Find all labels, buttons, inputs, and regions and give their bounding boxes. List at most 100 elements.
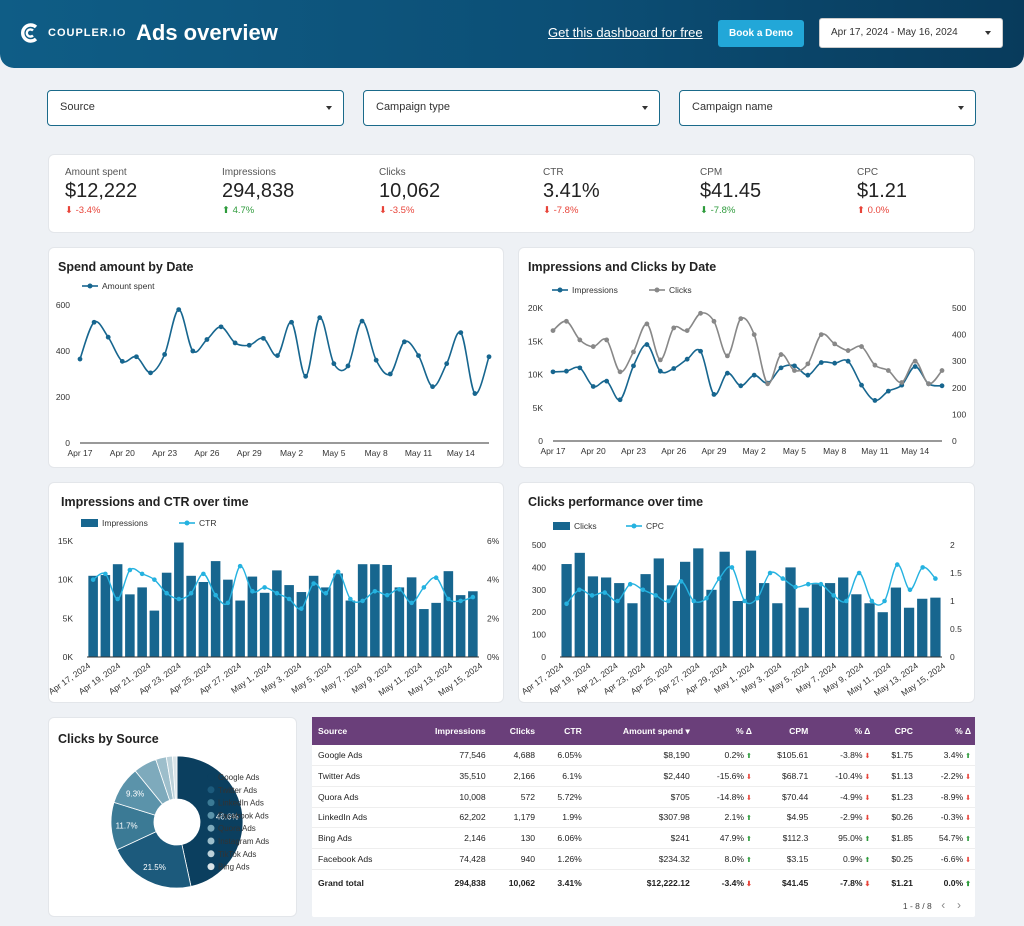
table-cell: 10,062 xyxy=(489,868,540,898)
book-demo-button[interactable]: Book a Demo xyxy=(718,20,804,47)
data-point xyxy=(604,378,610,384)
bar xyxy=(653,558,664,657)
legend-label: Facebook Ads xyxy=(218,811,269,820)
data-point xyxy=(657,357,663,363)
bar xyxy=(561,564,572,657)
data-point xyxy=(345,363,351,369)
data-point xyxy=(751,372,757,378)
data-point xyxy=(729,565,735,570)
data-point xyxy=(711,318,717,324)
data-point xyxy=(331,361,337,367)
table-cell: Twitter Ads xyxy=(312,765,406,787)
data-point xyxy=(564,368,569,374)
data-point xyxy=(859,382,864,388)
bar xyxy=(223,579,233,657)
legend-marker xyxy=(207,773,215,781)
table-cell: $4.95 xyxy=(755,807,813,829)
pie-data-label: 11.7% xyxy=(116,821,138,830)
campaign-type-filter[interactable]: Campaign type xyxy=(363,90,660,126)
table-cell: -6.6% ⬇ xyxy=(916,848,975,870)
arrow-up-icon: ⬆ xyxy=(963,753,971,761)
data-point xyxy=(617,397,623,403)
column-header[interactable]: Impressions xyxy=(405,717,490,745)
table-cell: 35,510 xyxy=(405,765,490,787)
date-range-picker[interactable]: Apr 17, 2024 - May 16, 2024 xyxy=(819,18,1003,48)
data-point xyxy=(91,319,97,325)
y-tick-label: 600 xyxy=(56,300,70,310)
bar xyxy=(640,574,651,657)
column-header[interactable]: CTR xyxy=(539,717,586,745)
page-title: Ads overview xyxy=(136,20,278,45)
column-header[interactable]: % Δ xyxy=(693,717,756,745)
data-point xyxy=(127,567,133,573)
table-cell: 3.4% ⬆ xyxy=(916,745,975,767)
bar xyxy=(719,551,730,657)
kpi-delta: ⬇ -7.8% xyxy=(543,205,579,216)
x-tick-label: Apr 20 xyxy=(110,448,135,458)
data-point xyxy=(912,364,918,369)
y2-tick-label: 2 xyxy=(950,540,955,550)
impressions-clicks-chart-card: Impressions and Clicks by Date Impressio… xyxy=(518,247,975,468)
chevron-down-icon xyxy=(326,106,332,110)
column-header[interactable]: % Δ xyxy=(812,717,875,745)
x-tick-label: Apr 23 xyxy=(152,448,177,458)
chevron-down-icon xyxy=(642,106,648,110)
x-tick-label: Apr 26 xyxy=(194,448,219,458)
x-tick-label: Apr 23 xyxy=(621,446,646,456)
legend-label: Clicks xyxy=(669,285,692,295)
arrow-up-icon: ⬆ xyxy=(862,856,871,864)
kpi-label: Amount spent xyxy=(65,167,127,178)
data-point xyxy=(805,581,811,587)
data-point xyxy=(691,598,697,604)
table-cell: 6.06% xyxy=(539,827,586,849)
column-header[interactable]: Source xyxy=(312,717,406,745)
table-cell: 2,166 xyxy=(489,765,540,787)
bar xyxy=(864,603,875,657)
arrow-down-icon: ⬇ xyxy=(963,815,971,823)
bar xyxy=(877,612,888,657)
campaign-type-filter-label: Campaign type xyxy=(376,101,450,113)
source-filter[interactable]: Source xyxy=(47,90,344,126)
table-cell: -2.2% ⬇ xyxy=(916,765,975,787)
data-point xyxy=(274,590,280,596)
bar xyxy=(333,573,343,657)
kpi-3: CTR 3.41% ⬇ -7.8% xyxy=(543,167,600,216)
table-cell: Grand total xyxy=(312,868,406,898)
campaign-name-filter[interactable]: Campaign name xyxy=(679,90,976,126)
y2-tick-label: 0 xyxy=(952,436,957,446)
y-tick-label: 200 xyxy=(56,392,70,402)
bar xyxy=(296,592,307,657)
logo[interactable]: COUPLER.IO xyxy=(20,22,126,44)
column-header[interactable]: CPM xyxy=(755,717,813,745)
table-row: Twitter Ads 35,510 2,166 6.1% $2,440 -15.6% ⬇… xyxy=(312,765,975,787)
y-tick-label: 0 xyxy=(538,436,543,446)
next-page-icon[interactable]: › xyxy=(957,898,961,912)
bar xyxy=(198,581,209,657)
data-point xyxy=(401,339,407,345)
data-point xyxy=(134,354,139,360)
bar xyxy=(125,594,135,657)
table-cell: $68.71 xyxy=(755,765,813,787)
data-point xyxy=(780,576,786,581)
prev-page-icon[interactable]: ‹ xyxy=(941,898,946,912)
y2-tick-label: 1.5 xyxy=(950,568,962,578)
bar xyxy=(394,587,405,657)
data-point xyxy=(907,587,913,593)
y-tick-label: 5K xyxy=(533,403,544,413)
data-point xyxy=(615,598,620,604)
column-header[interactable]: Amount spend ▾ xyxy=(585,717,694,745)
data-point xyxy=(894,562,900,567)
column-header[interactable]: % Δ xyxy=(916,717,975,745)
column-header[interactable]: Clicks xyxy=(489,717,540,745)
data-point xyxy=(684,328,690,334)
table-row: Google Ads 77,546 4,688 6.05% $8,190 0.2% ⬆ $1… xyxy=(312,745,975,767)
column-header[interactable]: CPC xyxy=(874,717,917,745)
y2-tick-label: 4% xyxy=(487,575,500,585)
get-dashboard-link[interactable]: Get this dashboard for free xyxy=(548,25,703,40)
data-point xyxy=(458,598,463,604)
y2-tick-label: 100 xyxy=(952,409,966,419)
date-range-value: Apr 17, 2024 - May 16, 2024 xyxy=(831,27,958,38)
bar xyxy=(308,575,319,657)
sort-desc-icon[interactable]: ▾ xyxy=(683,725,690,736)
y2-tick-label: 0 xyxy=(950,652,955,662)
